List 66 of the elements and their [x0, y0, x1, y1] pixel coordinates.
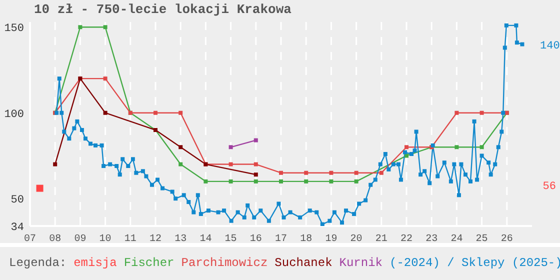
x-tick-label: 10: [99, 234, 112, 246]
point: [279, 170, 283, 175]
x-tick-label: 21: [375, 234, 388, 246]
point: [154, 110, 158, 115]
point: [304, 179, 308, 184]
legend-title: Legenda:: [9, 256, 67, 270]
text: 56: [542, 181, 556, 193]
x-tick-label: 25: [476, 234, 488, 246]
x-tick-label: 15: [224, 234, 237, 246]
x-tick-label: 18: [300, 234, 312, 246]
point: [454, 145, 459, 150]
x-tick-label: 08: [49, 234, 62, 246]
x-tick-label: 09: [74, 234, 86, 246]
point: [254, 172, 258, 177]
point: [178, 145, 183, 150]
point: [228, 162, 233, 166]
x-tick-label: 16: [250, 234, 262, 246]
x-tick-label: 07: [24, 234, 36, 246]
x-tick-label: 22: [400, 234, 413, 246]
point: [53, 162, 58, 166]
x-tick-label: 13: [174, 234, 187, 246]
point: [178, 162, 183, 166]
point: [454, 110, 459, 115]
point: [254, 138, 258, 142]
x-tick-label: 26: [500, 234, 513, 246]
point: [480, 145, 484, 150]
point: [228, 145, 233, 150]
point: [204, 179, 208, 184]
point: [36, 184, 44, 192]
x-tick-label: 20: [350, 234, 362, 246]
point: [404, 145, 408, 150]
text: Fischer: [124, 256, 174, 270]
x-tick-label: 19: [325, 234, 338, 246]
point: [103, 25, 108, 30]
point: [329, 170, 334, 175]
point: [329, 179, 334, 184]
point: [354, 179, 358, 184]
chart-title: 10 zł - 750-lecie lokacji Krakowa: [34, 2, 292, 17]
text: emisja: [74, 256, 117, 270]
point: [254, 162, 258, 166]
y-tick-label: 150: [4, 23, 24, 36]
x-tick-label: 14: [200, 234, 212, 246]
text: Suchanek: [274, 256, 332, 270]
x-tick-label: 24: [450, 234, 463, 246]
x-tick-label: 17: [274, 234, 288, 246]
y-tick-label: 34: [10, 222, 24, 234]
x-tick-label: 11: [124, 234, 136, 246]
point: [78, 25, 82, 30]
point: [228, 179, 233, 184]
data-label: 140: [540, 40, 560, 52]
point: [304, 170, 308, 175]
point: [178, 110, 183, 115]
text: Kurnik: [339, 256, 382, 270]
point: [379, 170, 384, 175]
point: [480, 110, 484, 115]
y-tick-label: 50: [10, 194, 24, 206]
point: [103, 110, 108, 115]
point: [254, 179, 258, 184]
x-tick-label: 12: [149, 234, 162, 246]
y-tick-label: 100: [4, 108, 24, 121]
point: [354, 170, 358, 175]
point: [103, 76, 108, 81]
x-tick-label: 23: [426, 234, 438, 246]
text: (-2024) / Sklepy (2025-): [390, 256, 560, 270]
point: [279, 179, 283, 184]
text: Parchimowicz: [181, 256, 268, 270]
